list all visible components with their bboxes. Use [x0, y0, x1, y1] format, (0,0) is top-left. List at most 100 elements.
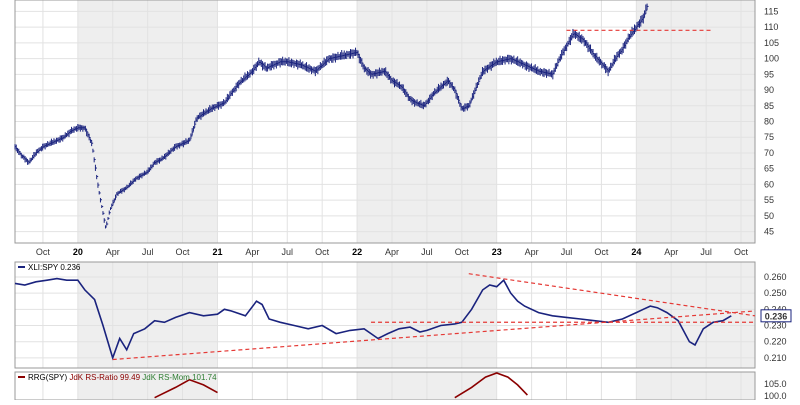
price-bar: [469, 100, 472, 108]
price-bar: [646, 3, 649, 10]
price-bar: [94, 164, 97, 171]
price-bar: [103, 218, 106, 223]
ratio-trendline: [112, 310, 756, 361]
price-bar: [110, 207, 113, 211]
price-axis-tick: 45: [764, 227, 774, 237]
month-tick-label: Oct: [315, 247, 330, 257]
month-tick-label: Jul: [282, 247, 294, 257]
price-bar: [191, 128, 194, 136]
price-axis-tick: 70: [764, 148, 774, 158]
price-bar: [104, 225, 107, 229]
price-bar: [190, 133, 193, 140]
price-bar: [361, 58, 364, 67]
price-bar: [99, 197, 102, 203]
price-bar: [455, 90, 458, 99]
rrg-legend-momentum: JdK RS-Mom 101.74: [142, 373, 217, 382]
price-axis-tick: 50: [764, 211, 774, 221]
year-tick-label: 22: [352, 247, 362, 257]
month-tick-label: Oct: [734, 247, 749, 257]
ratio-legend-text: XLI:SPY 0.236: [28, 263, 81, 272]
rrg-series: [154, 372, 528, 399]
ratio-axis-tick: 0.250: [764, 288, 787, 298]
rrg-legend-ratio: JdK RS-Ratio 99.49: [69, 373, 142, 382]
price-axis-tick: 75: [764, 132, 774, 142]
ratio-axis-tick: 0.260: [764, 272, 787, 282]
price-bar: [478, 77, 481, 85]
price-bar: [454, 86, 457, 94]
price-bar: [115, 194, 118, 200]
rrg-legend: RRG(SPY) JdK RS-Ratio 99.49 JdK RS-Mom 1…: [18, 373, 217, 382]
price-bar: [459, 101, 462, 107]
price-bar: [93, 157, 96, 163]
ratio-trendline: [468, 273, 756, 317]
price-bar: [113, 198, 116, 203]
month-tick-label: Oct: [36, 247, 51, 257]
price-bar: [107, 217, 110, 221]
price-bar: [88, 133, 91, 141]
price-bar: [194, 120, 197, 128]
ratio-axis-tick: 0.220: [764, 337, 787, 347]
price-bar: [91, 140, 94, 147]
ratio-legend: XLI:SPY 0.236: [18, 263, 81, 272]
year-tick-label: 20: [73, 247, 83, 257]
price-bar: [108, 210, 111, 215]
price-axis-tick: 85: [764, 101, 774, 111]
price-bar: [152, 161, 155, 168]
price-axis-tick: 100: [764, 54, 779, 64]
price-bar: [458, 95, 461, 104]
month-tick-label: Jul: [561, 247, 573, 257]
panel-border: [14, 0, 756, 244]
year-tick-label: 24: [631, 247, 641, 257]
year-tick-label: 23: [492, 247, 502, 257]
price-bar: [192, 126, 195, 132]
month-tick-label: Oct: [455, 247, 470, 257]
price-bar: [557, 58, 560, 67]
price-bar: [102, 211, 105, 215]
month-tick-label: Apr: [245, 247, 259, 257]
price-bar: [92, 148, 95, 153]
year-tick-label: 21: [212, 247, 222, 257]
rrg-axis-tick: 100.0: [764, 391, 787, 400]
price-axis-tick: 80: [764, 117, 774, 127]
price-axis-tick: 110: [764, 22, 778, 32]
price-axis-tick: 90: [764, 85, 774, 95]
price-bar: [111, 203, 114, 208]
month-tick-label: Jul: [700, 247, 712, 257]
rrg-ratio-line: [154, 378, 218, 399]
price-bar: [98, 190, 101, 195]
price-bar: [97, 182, 100, 188]
month-tick-label: Jul: [142, 247, 154, 257]
price-axis-tick: 65: [764, 164, 774, 174]
price-axis-tick: 115: [764, 6, 778, 16]
ratio-value-badge: [760, 309, 792, 323]
rrg-legend-text: RRG(SPY) JdK RS-Ratio 99.49 JdK RS-Mom 1…: [28, 373, 217, 382]
month-tick-label: Apr: [664, 247, 678, 257]
month-tick-label: Oct: [176, 247, 191, 257]
rrg-legend-title: RRG(SPY): [28, 373, 69, 382]
price-bar: [86, 128, 89, 137]
ratio-axis-tick: 0.210: [764, 353, 787, 363]
rrg-ratio-line: [454, 372, 528, 399]
price-axis-tick: 55: [764, 195, 774, 205]
ratio-line: [14, 277, 732, 361]
month-tick-label: Apr: [106, 247, 120, 257]
ratio-current-value: 0.236: [765, 311, 788, 321]
price-bar: [112, 199, 115, 205]
price-axis-tick: 105: [764, 38, 779, 48]
price-bar: [106, 221, 109, 226]
month-tick-label: Jul: [421, 247, 433, 257]
price-bar: [101, 205, 104, 209]
year-shading: [636, 372, 755, 400]
price-axis-tick: 95: [764, 69, 774, 79]
price-bars: [14, 3, 649, 229]
price-bar: [96, 174, 99, 180]
rrg-axis-tick: 105.0: [764, 379, 787, 389]
month-tick-label: Apr: [385, 247, 399, 257]
month-tick-label: Apr: [525, 247, 539, 257]
ratio-axis-tick: 0.230: [764, 321, 787, 331]
panel-border: [14, 261, 756, 369]
price-bar: [189, 137, 192, 142]
ratio-series: [14, 277, 732, 361]
